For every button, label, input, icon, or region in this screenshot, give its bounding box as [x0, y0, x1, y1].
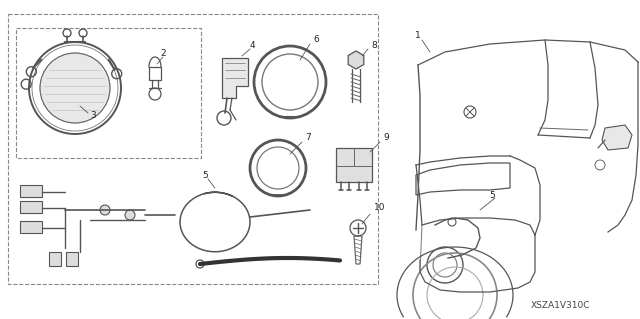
Text: 5: 5: [489, 190, 495, 199]
Polygon shape: [49, 252, 61, 266]
Polygon shape: [20, 221, 42, 233]
Text: 3: 3: [90, 112, 96, 121]
Text: 5: 5: [202, 170, 208, 180]
Bar: [16, 28, 201, 158]
Text: 2: 2: [160, 49, 166, 58]
Polygon shape: [602, 125, 632, 150]
Text: 8: 8: [371, 41, 377, 49]
Polygon shape: [20, 185, 42, 197]
Text: 9: 9: [383, 133, 389, 143]
Polygon shape: [222, 58, 248, 98]
Text: 4: 4: [249, 41, 255, 50]
Bar: [8, 14, 378, 284]
Text: 10: 10: [374, 204, 386, 212]
Circle shape: [40, 53, 110, 123]
Bar: [336, 148, 372, 182]
Polygon shape: [348, 51, 364, 69]
Text: 6: 6: [313, 35, 319, 44]
Polygon shape: [20, 201, 42, 213]
Circle shape: [100, 205, 110, 215]
Text: 1: 1: [415, 31, 421, 40]
Text: XSZA1V310C: XSZA1V310C: [531, 300, 589, 309]
Polygon shape: [66, 252, 78, 266]
Text: 7: 7: [305, 133, 311, 143]
Circle shape: [125, 210, 135, 220]
